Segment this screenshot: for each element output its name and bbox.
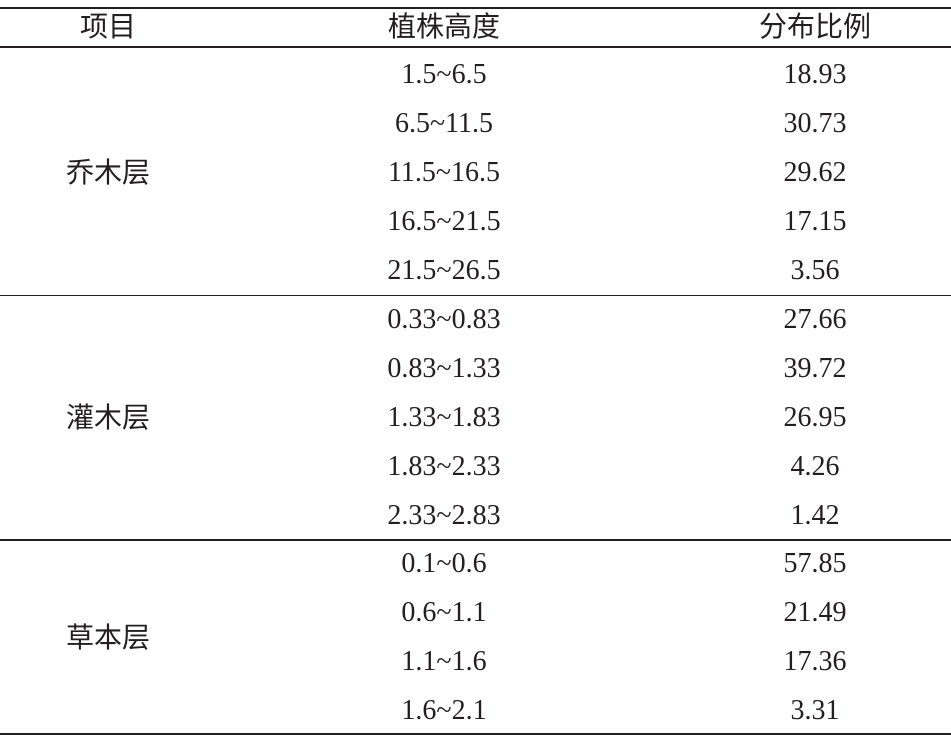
height-range: 0.33~0.83 (387, 303, 501, 335)
distribution-ratio: 26.95 (783, 401, 847, 433)
distribution-ratio: 21.49 (783, 597, 847, 629)
distribution-ratio: 17.15 (783, 206, 847, 238)
height-range: 1.5~6.5 (401, 59, 487, 91)
height-range: 1.1~1.6 (401, 646, 487, 678)
height-range: 21.5~26.5 (387, 255, 501, 287)
height-range: 0.6~1.1 (401, 597, 487, 629)
distribution-ratio: 4.26 (790, 450, 840, 482)
height-range: 16.5~21.5 (387, 206, 501, 238)
distribution-ratio: 29.62 (783, 157, 847, 189)
distribution-ratio: 17.36 (783, 646, 847, 678)
distribution-ratio: 1.42 (790, 499, 840, 531)
distribution-ratio: 3.31 (790, 695, 840, 727)
distribution-ratio: 30.73 (783, 108, 847, 140)
table-rule (0, 539, 951, 541)
distribution-ratio: 3.56 (790, 255, 840, 287)
distribution-ratio: 39.72 (783, 352, 847, 384)
distribution-ratio: 57.85 (783, 548, 847, 580)
height-range: 1.83~2.33 (387, 450, 501, 482)
height-range: 6.5~11.5 (394, 108, 494, 140)
header-cell: 分布比例 (758, 12, 872, 43)
table-rule (0, 294, 951, 296)
distribution-ratio: 18.93 (783, 59, 847, 91)
height-range: 1.33~1.83 (387, 401, 501, 433)
layer-name: 草本层 (65, 622, 151, 654)
header-cell: 植株高度 (387, 12, 501, 43)
table-rule (0, 7, 951, 9)
layer-name: 乔木层 (65, 158, 151, 190)
height-range: 0.83~1.33 (387, 352, 501, 384)
height-range: 11.5~16.5 (387, 157, 501, 189)
table-rule (0, 732, 951, 735)
layer-name: 灌木层 (65, 402, 151, 434)
height-range: 2.33~2.83 (387, 499, 501, 531)
distribution-ratio: 27.66 (783, 303, 847, 335)
height-range: 0.1~0.6 (401, 548, 487, 580)
table-rule (0, 46, 951, 48)
height-range: 1.6~2.1 (401, 695, 487, 727)
header-cell: 项目 (79, 12, 137, 43)
